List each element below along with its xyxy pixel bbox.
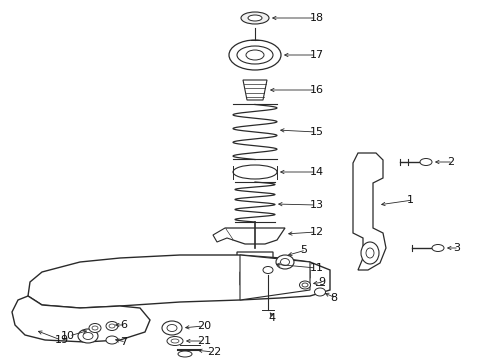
Ellipse shape <box>246 50 264 60</box>
Ellipse shape <box>167 324 177 332</box>
Ellipse shape <box>92 326 98 330</box>
Ellipse shape <box>83 333 93 339</box>
Ellipse shape <box>106 321 118 330</box>
Text: 19: 19 <box>55 335 69 345</box>
Ellipse shape <box>241 12 269 24</box>
Ellipse shape <box>229 40 281 70</box>
Text: 11: 11 <box>310 263 324 273</box>
Text: 16: 16 <box>310 85 324 95</box>
Polygon shape <box>213 228 233 242</box>
Ellipse shape <box>248 15 262 21</box>
Polygon shape <box>28 255 330 308</box>
Ellipse shape <box>263 266 273 274</box>
Text: 5: 5 <box>300 245 307 255</box>
Text: 21: 21 <box>197 336 211 346</box>
Text: 15: 15 <box>310 127 324 137</box>
Polygon shape <box>12 296 150 342</box>
Ellipse shape <box>432 244 444 252</box>
Ellipse shape <box>78 329 98 343</box>
Text: 9: 9 <box>318 277 325 287</box>
Polygon shape <box>240 270 310 285</box>
Ellipse shape <box>361 242 379 264</box>
Ellipse shape <box>315 288 325 296</box>
Text: 2: 2 <box>447 157 454 167</box>
Ellipse shape <box>366 248 374 258</box>
Text: 10: 10 <box>61 331 75 341</box>
Ellipse shape <box>167 337 183 346</box>
Polygon shape <box>243 80 267 100</box>
Ellipse shape <box>178 351 192 357</box>
Text: 22: 22 <box>207 347 221 357</box>
Ellipse shape <box>280 258 290 266</box>
Ellipse shape <box>246 275 252 280</box>
Text: 7: 7 <box>120 337 127 347</box>
Ellipse shape <box>258 275 264 280</box>
Text: 20: 20 <box>197 321 211 331</box>
Ellipse shape <box>89 324 101 333</box>
Text: 14: 14 <box>310 167 324 177</box>
Ellipse shape <box>302 283 308 287</box>
Text: 3: 3 <box>453 243 460 253</box>
Ellipse shape <box>233 165 277 179</box>
Text: 13: 13 <box>310 200 324 210</box>
Ellipse shape <box>237 46 273 64</box>
Text: 1: 1 <box>407 195 414 205</box>
Ellipse shape <box>109 324 115 328</box>
Text: 12: 12 <box>310 227 324 237</box>
Ellipse shape <box>162 321 182 335</box>
Text: 18: 18 <box>310 13 324 23</box>
Ellipse shape <box>299 281 311 289</box>
Polygon shape <box>237 252 273 282</box>
Text: 6: 6 <box>120 320 127 330</box>
Ellipse shape <box>171 339 179 343</box>
Text: 8: 8 <box>330 293 337 303</box>
Polygon shape <box>225 228 285 244</box>
Ellipse shape <box>106 336 118 344</box>
Ellipse shape <box>276 255 294 269</box>
Text: 17: 17 <box>310 50 324 60</box>
Polygon shape <box>240 255 310 300</box>
Ellipse shape <box>420 158 432 166</box>
Text: 4: 4 <box>268 313 275 323</box>
Polygon shape <box>353 153 386 270</box>
